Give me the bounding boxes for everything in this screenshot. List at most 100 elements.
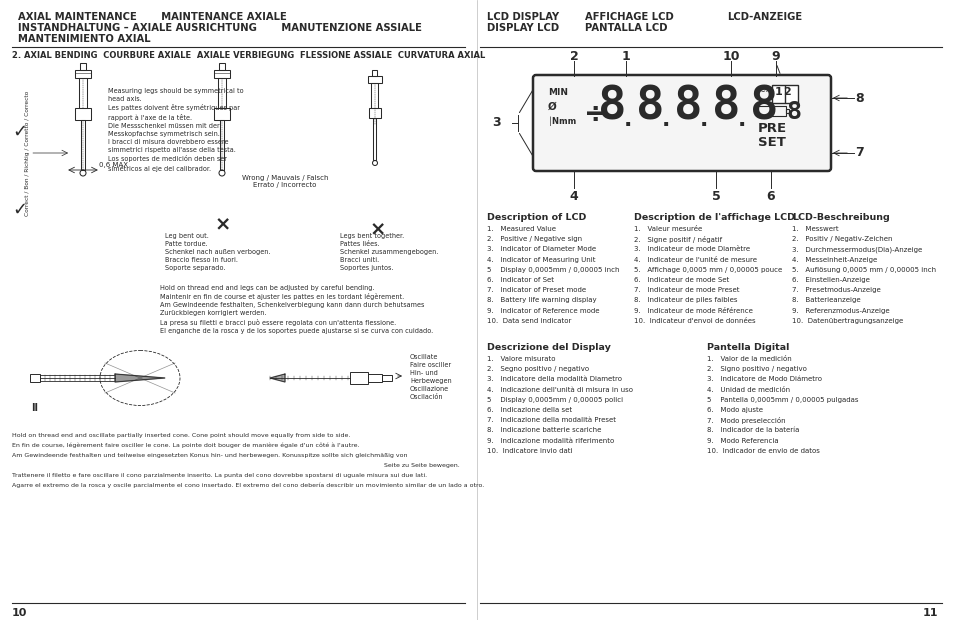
Text: AXIAL MAINTENANCE       MAINTENANCE AXIALE: AXIAL MAINTENANCE MAINTENANCE AXIALE bbox=[18, 12, 287, 22]
Bar bbox=[374, 118, 376, 160]
Text: .: . bbox=[661, 110, 670, 130]
Polygon shape bbox=[270, 374, 285, 382]
Text: PRE: PRE bbox=[758, 122, 786, 135]
Text: 4: 4 bbox=[569, 190, 578, 203]
Bar bbox=[368, 374, 381, 382]
Text: Descrizione del Display: Descrizione del Display bbox=[486, 343, 610, 352]
Text: 9.   Indicazione modalità riferimento: 9. Indicazione modalità riferimento bbox=[486, 438, 614, 443]
Bar bbox=[368, 76, 381, 83]
Text: 7: 7 bbox=[854, 146, 862, 159]
Bar bbox=[785, 109, 788, 113]
Text: ×: × bbox=[214, 215, 232, 234]
Text: Oscillate
Faire osciller
Hin- und
Herbewegen
Oscillazione
Oscilación: Oscillate Faire osciller Hin- und Herbew… bbox=[410, 354, 451, 400]
Text: 1.   Measured Value: 1. Measured Value bbox=[486, 226, 556, 232]
Bar bbox=[213, 70, 230, 78]
Text: 2.   Signe positif / négatif: 2. Signe positif / négatif bbox=[634, 236, 721, 243]
Text: 1: 1 bbox=[774, 87, 781, 97]
Bar bbox=[40, 375, 115, 381]
Text: LCD-Beschreibung: LCD-Beschreibung bbox=[791, 213, 889, 222]
Text: 3.   Indicatore della modalità Diametro: 3. Indicatore della modalità Diametro bbox=[486, 376, 621, 383]
Text: 6.   Indicazione della set: 6. Indicazione della set bbox=[486, 407, 572, 413]
Text: 5.   Affichage 0,0005 mm / 0,00005 pouce: 5. Affichage 0,0005 mm / 0,00005 pouce bbox=[634, 267, 781, 273]
Text: 3.   Indicatore de Modo Diámetro: 3. Indicatore de Modo Diámetro bbox=[706, 376, 821, 383]
Text: Description of LCD: Description of LCD bbox=[486, 213, 586, 222]
Bar bbox=[381, 375, 392, 381]
Text: 9.   Indicator of Reference mode: 9. Indicator of Reference mode bbox=[486, 308, 598, 314]
Text: 10.  Indicador de envio de datos: 10. Indicador de envio de datos bbox=[706, 448, 819, 454]
Text: 8: 8 bbox=[785, 100, 801, 124]
Text: 2.   Signo positivo / negativo: 2. Signo positivo / negativo bbox=[706, 366, 806, 372]
Text: 7.   Presetmodus-Anzeige: 7. Presetmodus-Anzeige bbox=[791, 287, 880, 293]
Text: Legs bent together.
Pattes liées.
Schenkel zusammengebogen.
Bracci uniti.
Soport: Legs bent together. Pattes liées. Schenk… bbox=[339, 233, 438, 271]
Bar bbox=[30, 374, 40, 382]
Text: 8.   Batterieanzeige: 8. Batterieanzeige bbox=[791, 298, 860, 303]
Text: 8.   Indicateur de piles faibles: 8. Indicateur de piles faibles bbox=[634, 298, 737, 303]
Text: 2: 2 bbox=[782, 87, 790, 97]
Text: SET: SET bbox=[758, 136, 785, 149]
Text: 4.   Indicazione dell'unità di misura in uso: 4. Indicazione dell'unità di misura in u… bbox=[486, 387, 633, 392]
Text: 7.   Indicator of Preset mode: 7. Indicator of Preset mode bbox=[486, 287, 585, 293]
Bar bbox=[75, 108, 91, 120]
Text: En fin de course, légèrement faire osciller le cone. La pointe doit bouger de ma: En fin de course, légèrement faire oscil… bbox=[12, 443, 359, 448]
Text: 8: 8 bbox=[749, 84, 778, 129]
Text: LCD-ANZEIGE: LCD-ANZEIGE bbox=[726, 12, 801, 22]
Bar bbox=[220, 120, 224, 170]
Text: 10.  Indicatore invio dati: 10. Indicatore invio dati bbox=[486, 448, 572, 454]
Text: 7.   Modo preselección: 7. Modo preselección bbox=[706, 417, 785, 424]
Text: 2.   Positiv / Negativ-Zeichen: 2. Positiv / Negativ-Zeichen bbox=[791, 236, 892, 242]
Text: 6.   Indicateur de mode Set: 6. Indicateur de mode Set bbox=[634, 277, 728, 283]
Text: 1.   Messwert: 1. Messwert bbox=[791, 226, 838, 232]
Bar bbox=[218, 78, 226, 108]
Text: 7.   Indicazione della modalità Preset: 7. Indicazione della modalità Preset bbox=[486, 417, 616, 423]
Text: INSTANDHALTUNG – AXIALE AUSRICHTUNG       MANUTENZIONE ASSIALE: INSTANDHALTUNG – AXIALE AUSRICHTUNG MANU… bbox=[18, 23, 421, 33]
Text: 9.   Modo Referencia: 9. Modo Referencia bbox=[706, 438, 778, 443]
Text: 5    Pantella 0,0005mm / 0,00005 pulgadas: 5 Pantella 0,0005mm / 0,00005 pulgadas bbox=[706, 397, 858, 403]
Text: 4.   Unidad de medición: 4. Unidad de medición bbox=[706, 387, 789, 392]
Text: 8: 8 bbox=[673, 84, 701, 129]
Text: 5.   Auflösung 0,0005 mm / 0,00005 inch: 5. Auflösung 0,0005 mm / 0,00005 inch bbox=[791, 267, 935, 273]
Text: 8: 8 bbox=[711, 84, 740, 129]
FancyBboxPatch shape bbox=[533, 75, 830, 171]
Text: 5    Display 0,0005mm / 0,00005 polici: 5 Display 0,0005mm / 0,00005 polici bbox=[486, 397, 622, 403]
Text: 5    Display 0,0005mm / 0,00005 inch: 5 Display 0,0005mm / 0,00005 inch bbox=[486, 267, 618, 273]
Text: MIN: MIN bbox=[547, 88, 567, 97]
Text: 10.  Datenübertragungsanzeige: 10. Datenübertragungsanzeige bbox=[791, 318, 902, 324]
Bar bbox=[213, 108, 230, 120]
Text: Am Gewindeende festhalten und teilweise eingesetzten Konus hin- und herbewegen. : Am Gewindeende festhalten und teilweise … bbox=[12, 453, 407, 458]
Text: 0,6 MAX: 0,6 MAX bbox=[99, 162, 128, 168]
Text: 3: 3 bbox=[492, 117, 500, 130]
Text: 8.   Indicador de la batería: 8. Indicador de la batería bbox=[706, 427, 799, 433]
Text: 10: 10 bbox=[721, 50, 739, 63]
Text: 9: 9 bbox=[771, 50, 780, 63]
Text: 10: 10 bbox=[12, 608, 28, 618]
Text: Hold on thread end and legs can be adjusted by careful bending.
Maintenir en fin: Hold on thread end and legs can be adjus… bbox=[160, 285, 433, 334]
Text: Correct / Bon / Richtig / Corretto / Correcto: Correct / Bon / Richtig / Corretto / Cor… bbox=[26, 91, 30, 216]
Text: 2.   Segno positivo / negativo: 2. Segno positivo / negativo bbox=[486, 366, 589, 372]
Text: 10.  Data send indicator: 10. Data send indicator bbox=[486, 318, 571, 324]
Text: Trattenere il filetto e fare oscillare il cono parzialmente inserito. La punta d: Trattenere il filetto e fare oscillare i… bbox=[12, 473, 427, 478]
Text: Wrong / Mauvais / Falsch
Errato / Incorrecto: Wrong / Mauvais / Falsch Errato / Incorr… bbox=[241, 175, 328, 188]
Text: Measuring legs should be symmetrical to
head axis.
Les pattes doivent être symét: Measuring legs should be symmetrical to … bbox=[108, 88, 243, 172]
Text: 9.   Referenzmodus-Anzeige: 9. Referenzmodus-Anzeige bbox=[791, 308, 889, 314]
Text: 1.   Valor de la medición: 1. Valor de la medición bbox=[706, 356, 791, 362]
Bar bbox=[758, 106, 785, 116]
Text: 1.   Valeur mesurée: 1. Valeur mesurée bbox=[634, 226, 701, 232]
Text: 7.   Indicateur de mode Preset: 7. Indicateur de mode Preset bbox=[634, 287, 739, 293]
Bar bbox=[369, 108, 380, 118]
Text: .: . bbox=[623, 110, 632, 130]
Text: Agarre el extremo de la rosca y oscile parcialmente el cono insertado. El extrem: Agarre el extremo de la rosca y oscile p… bbox=[12, 483, 484, 489]
Text: Description de l'affichage LCD: Description de l'affichage LCD bbox=[634, 213, 794, 222]
Text: 8.   Battery life warning display: 8. Battery life warning display bbox=[486, 298, 596, 303]
Bar bbox=[79, 78, 87, 108]
Bar bbox=[372, 70, 377, 76]
Text: 4.   Messeinheit-Anzeige: 4. Messeinheit-Anzeige bbox=[791, 257, 877, 263]
Text: DISPLAY LCD: DISPLAY LCD bbox=[486, 23, 558, 33]
Text: 6.   Indicator of Set: 6. Indicator of Set bbox=[486, 277, 554, 283]
Text: AFFICHAGE LCD: AFFICHAGE LCD bbox=[584, 12, 673, 22]
Text: 8: 8 bbox=[854, 92, 862, 105]
Text: Leg bent out.
Patte tordue.
Schenkel nach außen verbogen.
Braccio flesso in fuor: Leg bent out. Patte tordue. Schenkel nac… bbox=[165, 233, 271, 271]
Text: 6.   Modo ajuste: 6. Modo ajuste bbox=[706, 407, 762, 413]
Text: ×: × bbox=[370, 220, 386, 239]
Text: 8: 8 bbox=[598, 84, 626, 129]
Text: 4.   Indicateur de l'unité de mesure: 4. Indicateur de l'unité de mesure bbox=[634, 257, 757, 263]
